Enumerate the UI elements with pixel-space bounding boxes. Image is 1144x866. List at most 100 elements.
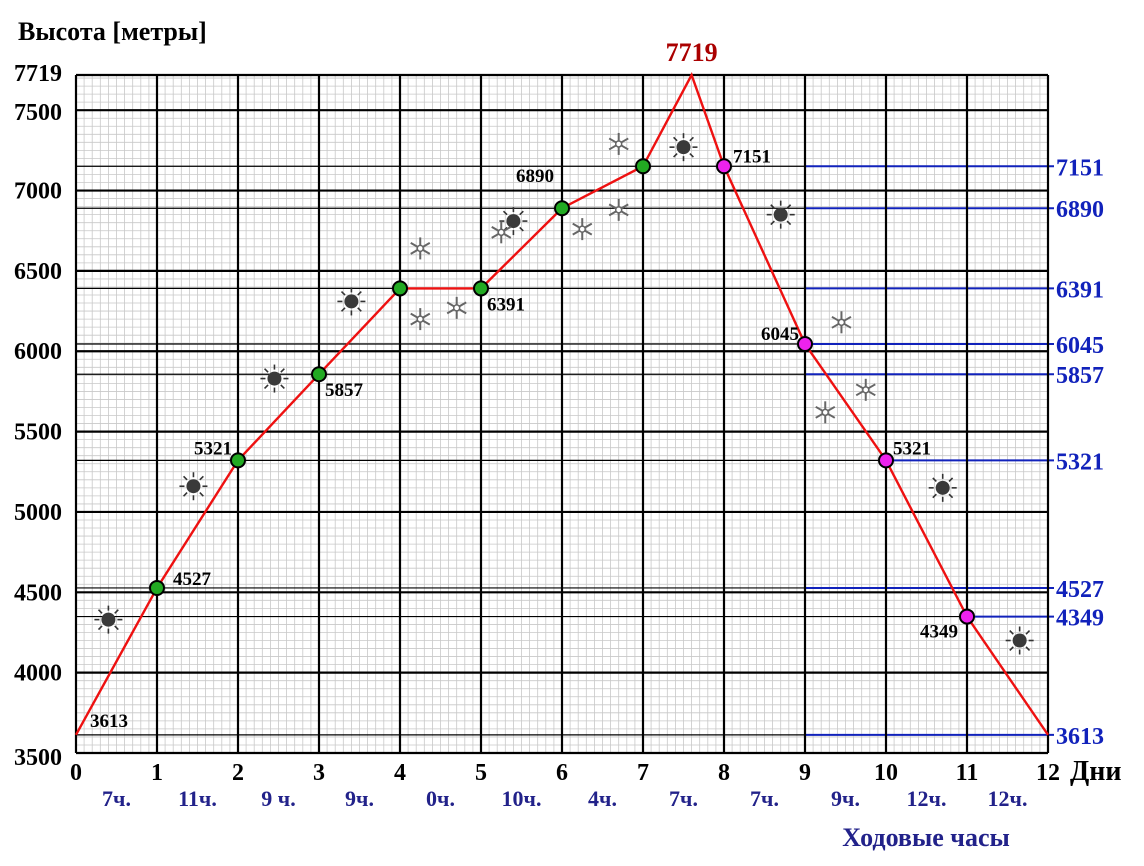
x-tick-label-4: 4 xyxy=(394,760,406,786)
y-tick-label-6500: 6500 xyxy=(14,259,62,285)
sun-disc xyxy=(506,214,521,229)
sun-ray xyxy=(502,210,508,216)
sun-ray xyxy=(340,290,346,296)
x-tick-label-3: 3 xyxy=(313,760,325,786)
y-tick-label-3500: 3500 xyxy=(14,745,62,771)
hours-label-4: 9ч. xyxy=(345,786,374,811)
sun-ray xyxy=(786,204,792,209)
sun-icon xyxy=(766,200,795,229)
sun-ray xyxy=(263,368,269,373)
right-level-label-5321: 5321 xyxy=(1056,449,1104,475)
snowflake-icon xyxy=(410,308,431,331)
hours-label-12: 12ч. xyxy=(988,786,1028,811)
hours-label-8: 7ч. xyxy=(669,786,698,811)
sun-ray xyxy=(519,226,524,232)
sun-ray xyxy=(1025,630,1031,635)
snowflake-icon xyxy=(855,378,876,401)
sun-ray xyxy=(1009,630,1014,635)
sun-disc xyxy=(344,294,359,309)
snowflake-center xyxy=(837,318,846,327)
hours-caption: Ходовые часы xyxy=(842,823,1010,852)
ascent-marker xyxy=(473,280,489,297)
snowflake-center xyxy=(821,408,829,417)
sun-ray xyxy=(932,477,937,483)
x-tick-label-2: 2 xyxy=(232,760,244,786)
right-level-label-6391: 6391 xyxy=(1056,277,1104,303)
sun-disc xyxy=(267,371,282,386)
x-tick-label-10: 10 xyxy=(874,760,898,786)
snowflake-center xyxy=(578,225,586,233)
hours-label-6: 10ч. xyxy=(502,786,542,811)
y-tick-label-5000: 5000 xyxy=(14,500,62,526)
right-level-label-3613: 3613 xyxy=(1056,724,1104,750)
sun-ray xyxy=(1009,646,1014,651)
x-tick-label-6: 6 xyxy=(556,760,568,786)
snowflake-center xyxy=(416,315,424,323)
snowflake-center xyxy=(614,206,623,214)
ascent-marker xyxy=(635,158,651,175)
sun-ray xyxy=(97,625,103,631)
sun-icon xyxy=(928,473,957,502)
sun-icon xyxy=(1005,626,1034,655)
summit-label: 7719 xyxy=(666,38,718,67)
snowflake-center xyxy=(452,304,461,312)
descent-marker xyxy=(959,608,975,625)
sun-ray xyxy=(182,475,188,481)
sun-ray xyxy=(182,492,188,497)
sun-ray xyxy=(97,609,103,614)
ascent-label-4527: 4527 xyxy=(173,569,212,590)
y-axis-title: Высота [метры] xyxy=(18,17,207,46)
sun-disc xyxy=(1012,633,1027,648)
ascent-label-6391: 6391 xyxy=(487,294,525,315)
sun-ray xyxy=(114,625,119,631)
sun-icon xyxy=(499,207,528,236)
sun-ray xyxy=(673,152,678,158)
ascent-label-6890: 6890 xyxy=(516,166,554,187)
sun-ray xyxy=(786,220,792,226)
snowflake-icon xyxy=(491,221,512,244)
sun-ray xyxy=(519,210,524,216)
x-tick-label-7: 7 xyxy=(637,760,649,786)
y-tick-label-7719: 7719 xyxy=(14,61,62,87)
hours-label-11: 12ч. xyxy=(907,786,947,811)
right-level-label-4349: 4349 xyxy=(1056,606,1104,632)
snowflake-icon xyxy=(410,237,431,260)
y-tick-label-4500: 4500 xyxy=(14,580,62,606)
sun-ray xyxy=(932,493,937,499)
sun-ray xyxy=(280,368,285,373)
labels: 7151689063916045585753214527434936134527… xyxy=(14,38,1104,811)
ascent-marker xyxy=(230,452,246,469)
sun-disc xyxy=(101,612,116,627)
hours-label-1: 7ч. xyxy=(102,786,131,811)
right-level-label-4527: 4527 xyxy=(1056,577,1104,603)
y-tick-label-6000: 6000 xyxy=(14,339,62,365)
hours-label-3: 9 ч. xyxy=(261,786,295,811)
sun-icon xyxy=(260,364,289,393)
hours-label-5: 0ч. xyxy=(426,786,455,811)
ascent-marker xyxy=(392,280,408,297)
ascent-marker xyxy=(311,366,327,383)
right-level-label-6890: 6890 xyxy=(1056,197,1104,223)
descent-label-5321: 5321 xyxy=(893,438,931,459)
right-level-label-6045: 6045 xyxy=(1056,333,1104,359)
ascent-label-5321: 5321 xyxy=(194,438,232,459)
sun-ray xyxy=(770,204,775,209)
descent-marker xyxy=(878,452,894,469)
sun-icon xyxy=(94,605,123,634)
ascent-label-5857: 5857 xyxy=(325,380,364,401)
sun-ray xyxy=(357,290,362,296)
sun-ray xyxy=(199,492,204,497)
x-tick-label-1: 1 xyxy=(151,760,163,786)
sun-disc xyxy=(773,207,788,222)
sun-ray xyxy=(1025,646,1031,651)
weather-icons xyxy=(94,132,1034,655)
sun-disc xyxy=(186,479,201,494)
elevation-line xyxy=(74,72,1049,736)
sun-ray xyxy=(673,136,678,142)
snowflake-icon xyxy=(608,198,629,221)
sun-ray xyxy=(340,307,346,312)
hours-label-10: 9ч. xyxy=(831,786,860,811)
y-tick-label-5500: 5500 xyxy=(14,420,62,446)
snowflake-icon xyxy=(815,401,836,424)
sun-ray xyxy=(263,384,269,390)
